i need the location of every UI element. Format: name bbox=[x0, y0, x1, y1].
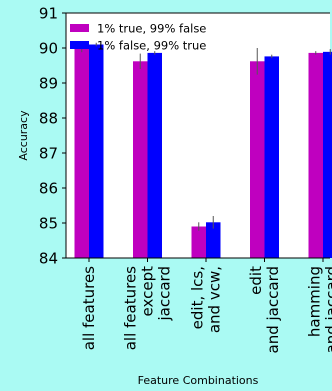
x-tick-label-2: all features except jaccard bbox=[122, 266, 174, 350]
bar-2-4 bbox=[264, 56, 279, 259]
y-tick-label-86: 86 bbox=[39, 180, 58, 198]
y-tick-label-87: 87 bbox=[39, 145, 58, 163]
x-tick-label-5-line-1: hamming bbox=[306, 266, 324, 337]
x-tick-label-1: all features bbox=[80, 266, 98, 350]
legend: 1% true, 99% false 1% false, 99% true bbox=[70, 22, 206, 53]
axes-group bbox=[65, 12, 330, 259]
y-tick-label-90: 90 bbox=[39, 40, 58, 58]
x-tick-label-4-line-1: edit bbox=[247, 266, 265, 295]
bar-2-3 bbox=[206, 222, 221, 258]
bar-2-2 bbox=[147, 52, 162, 259]
x-tick-label-2-line-2: except bbox=[139, 266, 157, 317]
x-tick-label-2-line-3: jaccard bbox=[156, 266, 174, 321]
y-axis-title: Accuracy bbox=[17, 110, 30, 161]
y-tick-label-88: 88 bbox=[39, 110, 58, 128]
bar-1-3 bbox=[191, 226, 206, 258]
x-tick-label-2-line-1: all features bbox=[122, 266, 140, 350]
x-tick-label-3: edit, lcs, and vcw, bbox=[189, 266, 224, 333]
x-tick-label-4: edit and jaccard bbox=[247, 266, 282, 354]
legend-label-1: 1% true, 99% false bbox=[97, 22, 206, 36]
x-tick-label-4-line-2: and jaccard bbox=[264, 266, 282, 353]
bar-1-5 bbox=[308, 52, 323, 259]
y-tick-label-91: 91 bbox=[39, 5, 58, 23]
bar-2-1 bbox=[89, 44, 104, 258]
bar-1-4 bbox=[250, 61, 265, 258]
legend-label-2: 1% false, 99% true bbox=[97, 39, 206, 53]
bar-1-1 bbox=[74, 48, 89, 258]
x-tick-label-3-line-1: edit, lcs, bbox=[189, 266, 207, 329]
x-tick-label-3-line-2: and vcw, bbox=[206, 266, 224, 333]
x-tick-label-1-line-1: all features bbox=[80, 266, 98, 350]
plot-area bbox=[66, 13, 330, 258]
y-tick-label-84: 84 bbox=[39, 250, 58, 268]
y-ticks-group: 84 85 86 87 88 89 90 91 bbox=[39, 5, 66, 268]
x-tick-label-5-line-2: and jaccard bbox=[323, 266, 332, 353]
y-tick-label-89: 89 bbox=[39, 75, 58, 93]
x-axis-title: Feature Combinations bbox=[138, 374, 259, 387]
legend-swatch-1 bbox=[70, 24, 89, 32]
bar-1-2 bbox=[133, 61, 148, 258]
x-ticks-group: all features all features except jaccard edi… bbox=[80, 258, 332, 353]
legend-swatch-2 bbox=[70, 41, 89, 49]
bar-2-5 bbox=[323, 51, 332, 258]
y-tick-label-85: 85 bbox=[39, 215, 58, 233]
bars-group bbox=[74, 44, 332, 259]
